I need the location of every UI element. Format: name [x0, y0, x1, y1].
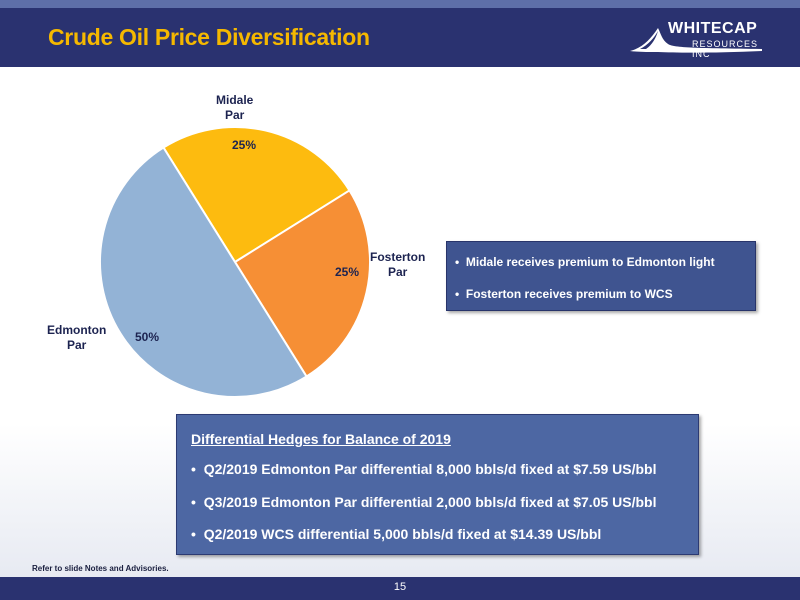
slice-pct-edmonton: 50%	[135, 330, 160, 344]
hedge-text: Q2/2019 Edmonton Par differential 8,000 …	[203, 461, 657, 477]
premium-note-text: Fosterton receives premium to WCS	[465, 287, 673, 301]
slice-label-edmonton-line2: Par	[66, 338, 87, 352]
premium-note-item: • Fosterton receives premium to WCS	[455, 287, 673, 301]
hedges-heading: Differential Hedges for Balance of 2019	[191, 431, 451, 447]
logo-wordmark: WHITECAP	[668, 20, 758, 37]
slice-label-edmonton-line1: Edmonton	[47, 323, 107, 337]
top-accent-strip	[0, 0, 800, 8]
premium-note-item: • Midale receives premium to Edmonton li…	[455, 255, 715, 269]
slice-label-midale-line2: Par	[224, 108, 245, 122]
hedge-text: Q2/2019 WCS differential 5,000 bbls/d fi…	[203, 526, 602, 542]
pie-slice-fosterton-par	[233, 189, 371, 378]
premium-note-text: Midale receives premium to Edmonton ligh…	[465, 255, 715, 269]
slice-pct-midale: 25%	[232, 138, 257, 152]
slice-label-fosterton-line2: Par	[387, 265, 408, 279]
slice-label-midale-line1: Midale	[216, 93, 254, 107]
whitecap-logo: WHITECAP RESOURCES INC	[628, 18, 768, 59]
slice-label-midale: Midale Par	[216, 93, 253, 123]
hedge-item: • Q3/2019 Edmonton Par differential 2,00…	[191, 494, 657, 510]
premium-notes-box: • Midale receives premium to Edmonton li…	[446, 241, 756, 311]
wave-logo-icon	[630, 28, 762, 53]
footnote: Refer to slide Notes and Advisories.	[32, 564, 169, 573]
slice-label-fosterton: Fosterton Par	[370, 250, 425, 280]
slice-label-edmonton: Edmonton Par	[47, 323, 106, 353]
hedge-item: • Q2/2019 WCS differential 5,000 bbls/d …	[191, 526, 602, 542]
pie-slice-midale-par	[162, 126, 351, 264]
footer-bar: 15	[0, 577, 800, 600]
hedge-item: • Q2/2019 Edmonton Par differential 8,00…	[191, 461, 657, 477]
hedge-text: Q3/2019 Edmonton Par differential 2,000 …	[203, 494, 657, 510]
page-title: Crude Oil Price Diversification	[48, 24, 370, 50]
page-number: 15	[393, 581, 407, 593]
slice-label-fosterton-line1: Fosterton	[370, 250, 426, 264]
slice-pct-fosterton: 25%	[335, 265, 360, 279]
logo-subtext: RESOURCES INC	[692, 39, 759, 59]
hedges-box: Differential Hedges for Balance of 2019 …	[176, 414, 699, 555]
header-bar	[0, 8, 800, 67]
pie-slice-edmonton-par	[99, 146, 308, 398]
